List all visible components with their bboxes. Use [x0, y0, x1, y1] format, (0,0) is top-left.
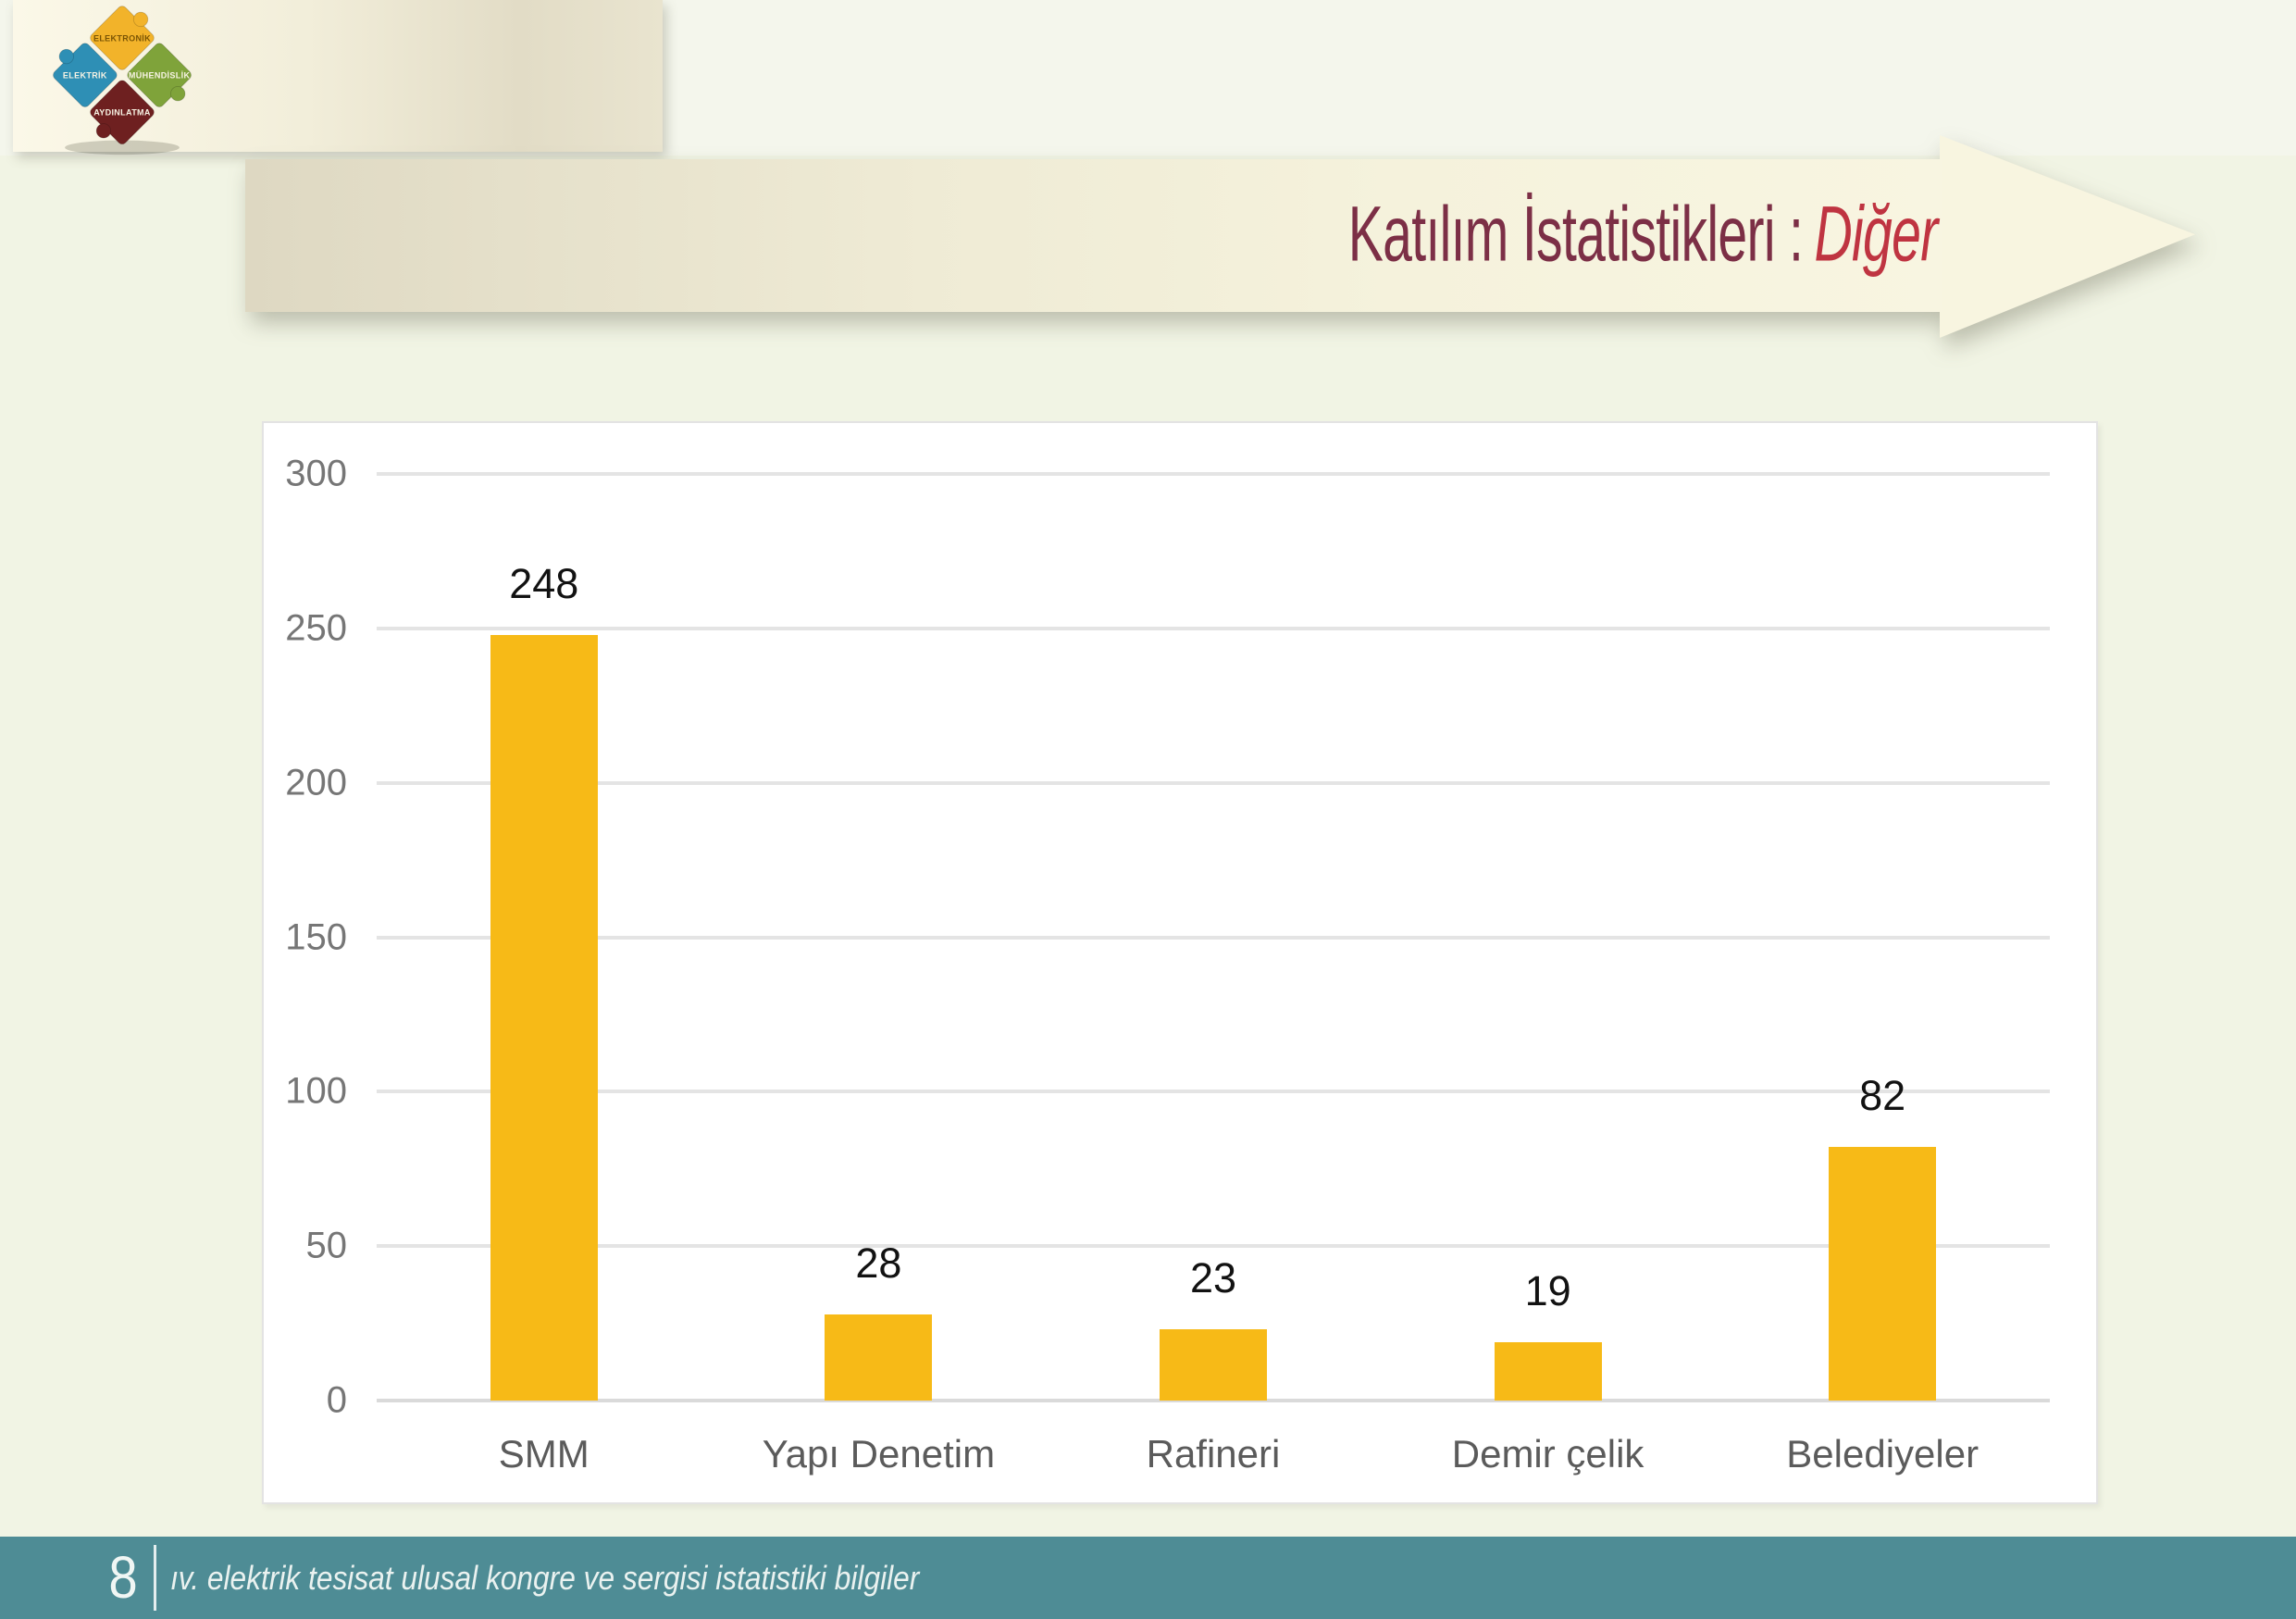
gridline [377, 626, 2050, 630]
y-axis-tick-label: 0 [326, 1379, 347, 1421]
bar-value-label: 23 [1189, 1254, 1237, 1302]
puzzle-logo-icon: ELEKTRONİK ELEKTRİK MÜHENDİSLİK AYDINLAT… [53, 6, 192, 156]
logo-piece-elektrik: ELEKTRİK [53, 43, 118, 107]
gridline [377, 1090, 2050, 1094]
svg-text:ELEKTRİK: ELEKTRİK [63, 71, 107, 81]
y-axis-tick-label: 250 [285, 607, 347, 649]
gridline [377, 1244, 2050, 1249]
y-axis-tick-label: 150 [285, 916, 347, 957]
logo-piece-muhendislik: MÜHENDİSLİK [127, 43, 192, 107]
footer-divider [154, 1545, 156, 1611]
page-title: Katılım İstatistikleri : Diğer [1348, 189, 1939, 279]
footer-bar: 8 ıv. elektrik tesisat ulusal kongre ve … [0, 1537, 2296, 1619]
category-label: SMM [498, 1432, 590, 1476]
gridline [377, 935, 2050, 940]
title-banner: Katılım İstatistikleri : Diğer [245, 135, 2198, 338]
bar-slot: 19 Demir çelik [1381, 474, 1716, 1476]
category-label: Yapı Denetim [762, 1432, 996, 1476]
chart-card: 0 50 100 150 200 250 300 248 SMM 28 Yapı Denetim 23… [262, 421, 2098, 1504]
svg-text:AYDINLATMA: AYDINLATMA [93, 108, 151, 118]
gridline [377, 472, 2050, 476]
bar-slot: 248 SMM [377, 474, 712, 1476]
y-axis-tick-label: 50 [305, 1225, 348, 1266]
bar [825, 1314, 933, 1401]
bar-slot: 28 Yapı Denetim [712, 474, 1047, 1476]
category-label: Rafineri [1146, 1432, 1281, 1476]
bar-value-label: 19 [1524, 1266, 1571, 1314]
category-label: Belediyeler [1786, 1432, 1980, 1476]
banner-band: Katılım İstatistikleri : Diğer [245, 159, 1942, 312]
y-axis-tick-label: 200 [285, 762, 347, 803]
bar-value-label: 28 [855, 1239, 902, 1287]
svg-text:MÜHENDİSLİK: MÜHENDİSLİK [129, 71, 191, 81]
bar [1494, 1341, 1602, 1401]
banner-arrow-icon [1940, 135, 2195, 338]
bar [490, 634, 598, 1401]
bar [1829, 1147, 1937, 1401]
y-axis-tick-label: 300 [285, 453, 347, 494]
bar-slot: 23 Rafineri [1046, 474, 1381, 1476]
logo-piece-elektronik: ELEKTRONİK [90, 6, 155, 70]
plot-area: 0 50 100 150 200 250 300 248 SMM 28 Yapı Denetim 23… [285, 454, 2050, 1476]
bar-value-label: 248 [509, 559, 579, 607]
bar-value-label: 82 [1859, 1072, 1906, 1120]
gridline [377, 780, 2050, 785]
category-label: Demir çelik [1451, 1432, 1644, 1476]
svg-text:ELEKTRONİK: ELEKTRONİK [93, 33, 151, 43]
page-title-emphasis: Diğer [1814, 190, 1939, 278]
footer-text: ıv. elektrik tesisat ulusal kongre ve se… [170, 1559, 920, 1597]
bar-slot: 82 Belediyeler [1715, 474, 2050, 1476]
y-axis-tick-label: 100 [285, 1070, 347, 1112]
logo-piece-aydinlatma: AYDINLATMA [90, 80, 155, 145]
page-number: 8 [108, 1544, 138, 1611]
bar [1159, 1329, 1267, 1401]
logo-shadow [65, 140, 180, 156]
x-axis-line [377, 1399, 2050, 1402]
page-title-main: Katılım İstatistikleri : [1348, 190, 1804, 278]
